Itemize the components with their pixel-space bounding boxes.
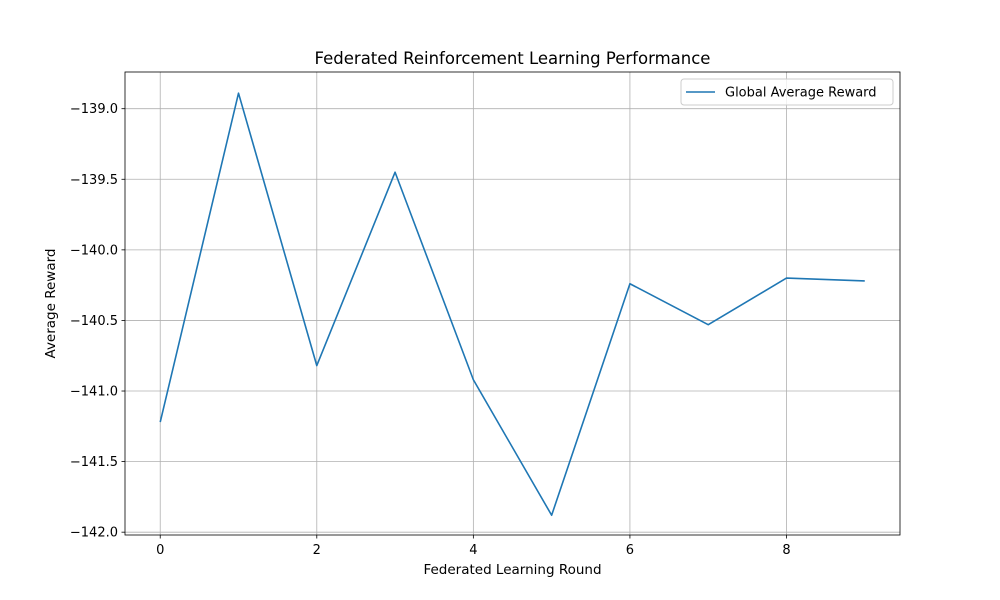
y-tick-label: −140.0 [70, 243, 118, 258]
series-layer [159, 92, 865, 517]
ticks: 0 2 4 6 8 −142.0 −141.5 −141.0 −140.5 −140.0 −139.… [70, 102, 791, 558]
x-tick-label: 4 [469, 543, 477, 558]
x-tick-label: 0 [156, 543, 164, 558]
legend: Global Average Reward [680, 78, 894, 106]
y-tick-label: −140.5 [70, 314, 118, 329]
y-tick-label: −141.0 [70, 385, 118, 400]
series-line [159, 92, 865, 517]
y-tick-label: −139.0 [70, 102, 118, 117]
x-tick-label: 2 [313, 543, 321, 558]
x-tick-label: 6 [626, 543, 634, 558]
y-tick-label: −139.5 [70, 173, 118, 188]
chart-title: Federated Reinforcement Learning Perform… [315, 49, 711, 68]
legend-box [680, 78, 894, 106]
grid [125, 72, 900, 535]
y-axis-title: Average Reward [43, 248, 59, 358]
x-tick-label: 8 [782, 543, 790, 558]
legend-label: Global Average Reward [725, 86, 877, 101]
x-axis-title: Federated Learning Round [423, 562, 601, 578]
y-tick-label: −141.5 [70, 455, 118, 470]
y-tick-label: −142.0 [70, 526, 118, 541]
plot-frame [124, 71, 901, 536]
